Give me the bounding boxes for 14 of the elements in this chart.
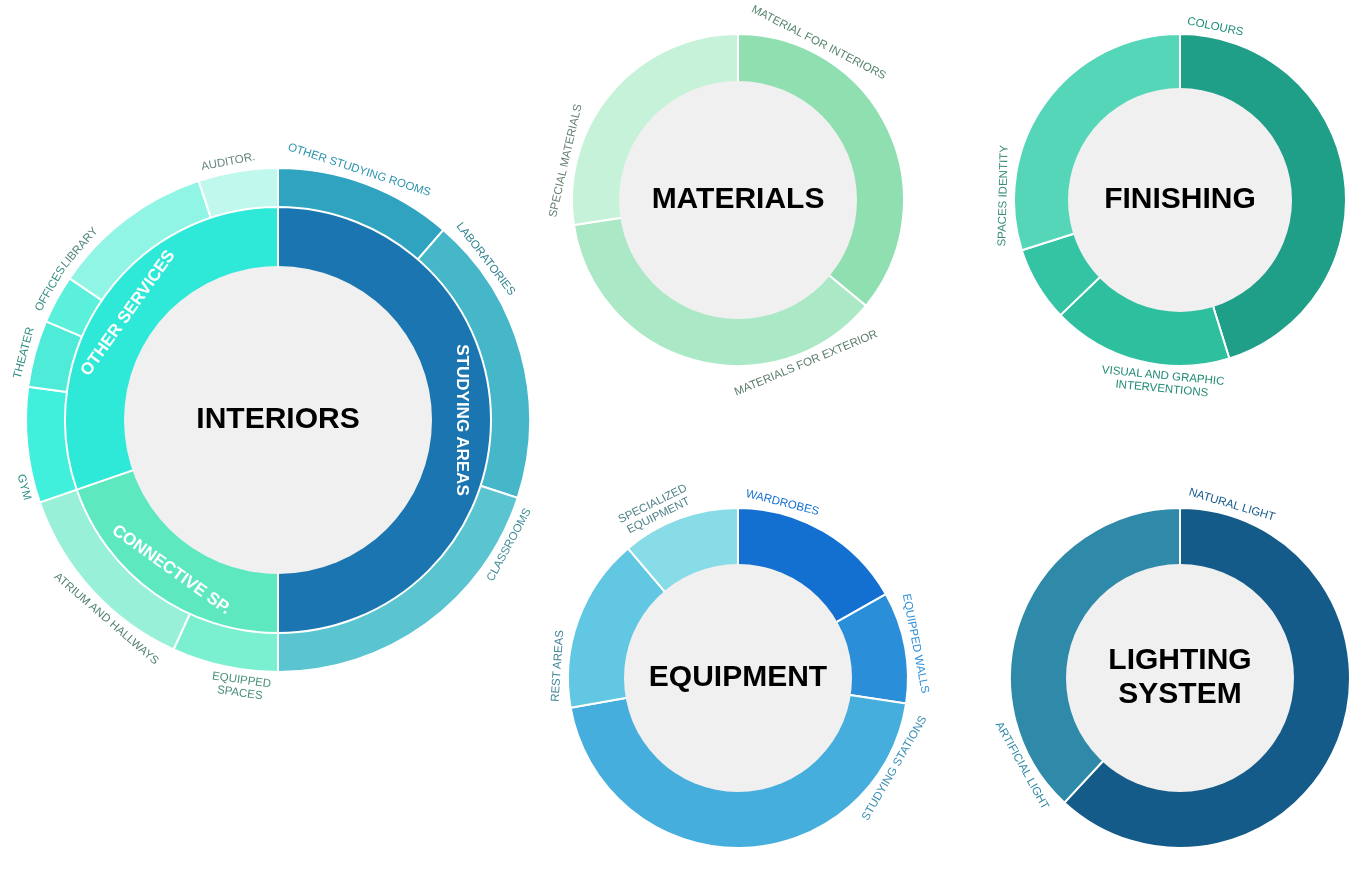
text: MATERIALS	[651, 181, 825, 215]
slice-label: EQUIPPED SPACES	[211, 669, 272, 702]
slice-label: GYM	[15, 472, 34, 502]
text: FINISHING	[1104, 181, 1256, 215]
text: EQUIPMENT	[648, 659, 828, 693]
slice-label: EQUIPPED WALLS	[900, 592, 932, 695]
slice-label: STUDYING AREAS	[453, 344, 473, 496]
slice-label: SPACES IDENTITY	[995, 144, 1010, 247]
slice-label: REST AREAS	[548, 629, 566, 703]
text: INTERIORS	[196, 401, 360, 435]
text: LIGHTING SYSTEM	[1108, 642, 1252, 710]
slice-label: AUDITOR.	[200, 150, 257, 173]
slice-label: VISUAL AND GRAPHIC INTERVENTIONS	[1101, 363, 1225, 399]
slice-label: COLOURS	[1186, 14, 1245, 38]
